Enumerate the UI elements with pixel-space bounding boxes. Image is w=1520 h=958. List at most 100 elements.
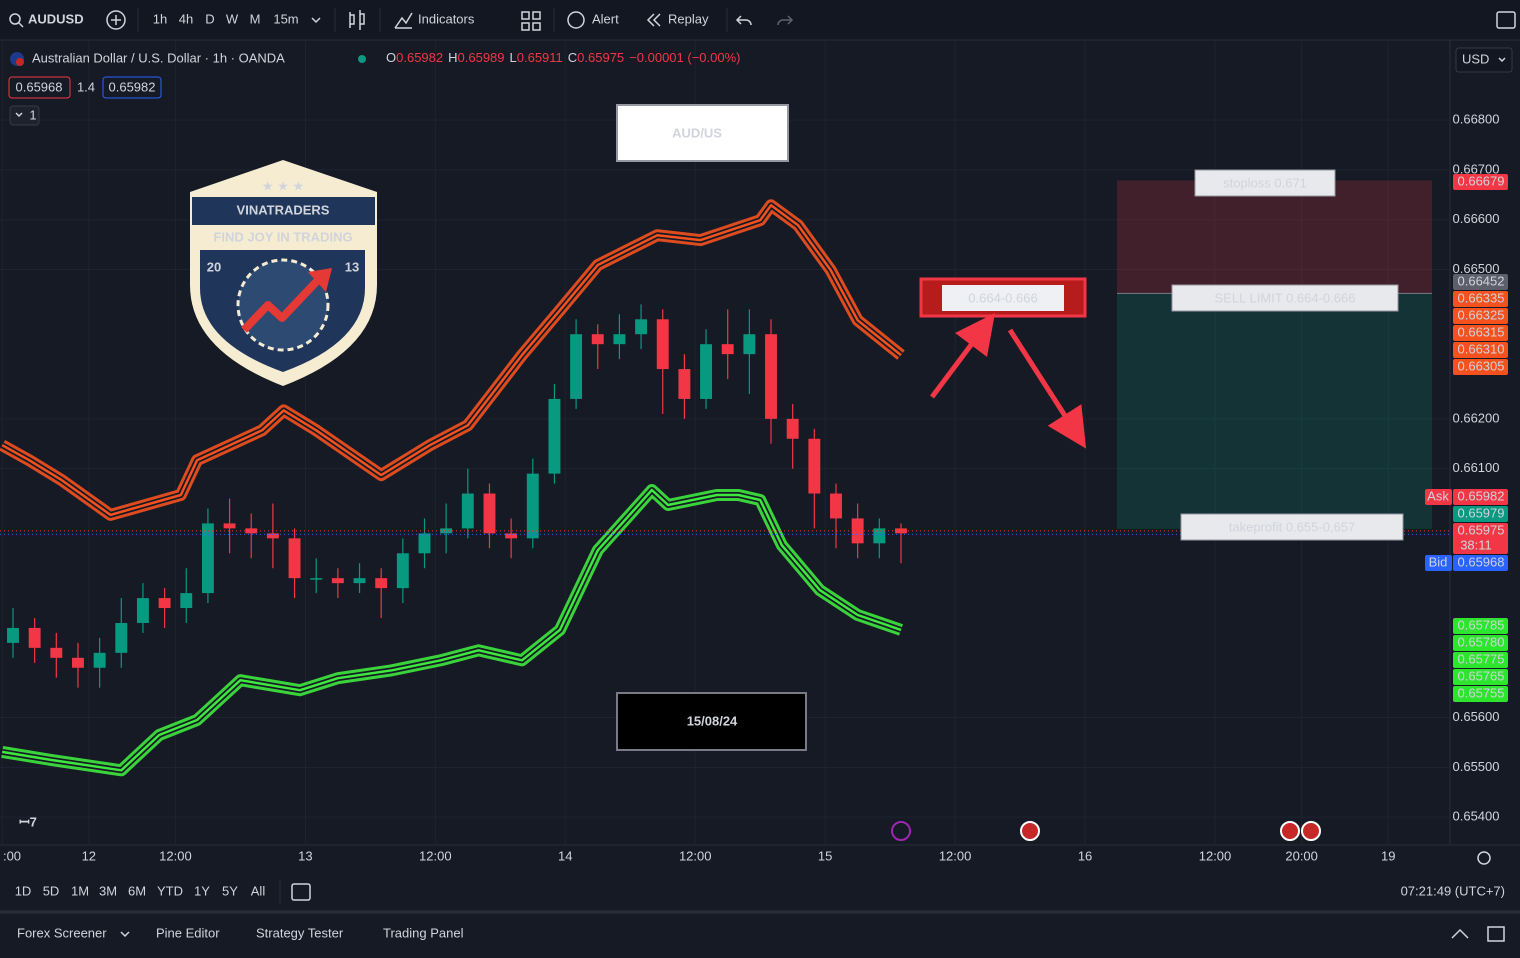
top-toolbar xyxy=(0,0,1520,40)
event-icon[interactable] xyxy=(1301,821,1321,841)
logo-name: VINATRADERS xyxy=(237,202,330,217)
tv-logo[interactable]: ꟷ7 xyxy=(19,814,37,829)
x-tick-label: :00 xyxy=(3,848,21,863)
zone-inner xyxy=(942,285,1064,311)
y-tick-label: 0.66500 xyxy=(1453,261,1500,276)
currency[interactable]: USD xyxy=(1462,51,1489,66)
footer-tab[interactable]: Strategy Tester xyxy=(256,925,344,940)
footer-tab[interactable]: Forex Screener xyxy=(17,925,107,940)
y-tick-label: 0.65400 xyxy=(1453,809,1500,824)
range-button[interactable]: 1Y xyxy=(194,883,210,898)
range-button[interactable]: 6M xyxy=(128,883,146,898)
range-button[interactable]: 1M xyxy=(71,883,89,898)
price-tag xyxy=(1453,635,1508,651)
chart-type[interactable] xyxy=(349,10,365,30)
price-tag xyxy=(1453,274,1508,290)
price-tag-label: 0.65968 xyxy=(1458,554,1505,569)
footer-tab[interactable]: Pine Editor xyxy=(156,925,220,940)
candle-body xyxy=(808,438,821,494)
intervals: 1h 4h D W M 15m xyxy=(153,11,299,26)
sell-box[interactable] xyxy=(8,76,71,99)
date-label: 15/08/24 xyxy=(687,713,738,728)
currency-box[interactable] xyxy=(1455,47,1513,73)
footer-tab[interactable]: Trading Panel xyxy=(383,925,464,940)
target-zone xyxy=(1117,293,1432,529)
undo[interactable] xyxy=(735,15,752,26)
replay-icon xyxy=(646,13,661,27)
price-tag xyxy=(1453,359,1508,375)
candle-body xyxy=(635,319,648,335)
footer-tabs: Forex Screener Pine Editor Strategy Tester… xyxy=(17,925,464,940)
search-icon[interactable] xyxy=(9,13,21,25)
range-button[interactable]: All xyxy=(251,883,266,898)
market-status xyxy=(358,55,366,63)
candle-body xyxy=(786,418,799,439)
candle-body xyxy=(115,622,128,653)
price-tag xyxy=(1453,618,1508,634)
candle-body xyxy=(310,578,323,580)
price-tag xyxy=(1453,325,1508,341)
event-icon[interactable] xyxy=(1280,821,1300,841)
range-button[interactable]: 5Y xyxy=(222,883,238,898)
layouts[interactable] xyxy=(521,11,541,31)
range-button[interactable]: YTD xyxy=(157,883,183,898)
interval[interactable]: 15m xyxy=(273,11,298,26)
indicators-button[interactable]: Indicators xyxy=(418,11,475,26)
replay-button[interactable]: Replay xyxy=(668,11,709,26)
x-tick-label: 12:00 xyxy=(1199,848,1232,863)
symbol[interactable]: AUDUSD xyxy=(28,11,84,26)
candle-body xyxy=(570,334,583,399)
ohlc-key: C xyxy=(568,50,577,65)
currency-menu xyxy=(1498,57,1506,63)
pair-box xyxy=(616,104,789,162)
axis-settings[interactable] xyxy=(1477,851,1491,865)
price-tag-label: 0.65775 xyxy=(1458,651,1505,666)
redo[interactable] xyxy=(777,15,794,26)
zone-label: 0.664-0.666 xyxy=(968,290,1037,305)
interval-menu[interactable] xyxy=(311,17,321,24)
arrow-up xyxy=(930,313,995,399)
price-tag-label: 0.65982 xyxy=(1458,488,1505,503)
symbol-flag xyxy=(16,58,24,66)
interval[interactable]: 4h xyxy=(179,11,193,26)
logo-slogan: FIND JOY IN TRADING xyxy=(213,229,352,244)
event-icon[interactable] xyxy=(891,821,911,841)
fullscreen[interactable] xyxy=(1496,11,1516,29)
sell-price[interactable]: 0.65968 xyxy=(16,79,63,94)
price-tag-label: 0.65785 xyxy=(1458,617,1505,632)
x-tick-label: 12:00 xyxy=(419,848,452,863)
price-tag-prefix-label: Ask xyxy=(1427,488,1449,503)
interval[interactable]: W xyxy=(226,11,239,26)
collapse-icon xyxy=(15,112,23,118)
buy-box[interactable] xyxy=(102,76,162,99)
interval[interactable]: 1h xyxy=(153,11,167,26)
ohlc-value: 0.65911 xyxy=(517,50,563,65)
range-button[interactable]: 3M xyxy=(99,883,117,898)
band-line xyxy=(1,204,902,517)
collapse-count[interactable]: 1 xyxy=(29,107,36,122)
interval[interactable]: D xyxy=(205,11,214,26)
maximize-panel[interactable] xyxy=(1487,926,1505,942)
add-symbol[interactable] xyxy=(106,10,126,30)
candle-body xyxy=(72,657,84,668)
candle-body xyxy=(331,578,344,584)
screener-menu[interactable] xyxy=(120,931,130,938)
x-tick-label: 12:00 xyxy=(939,848,972,863)
alert-button[interactable]: Alert xyxy=(592,11,619,26)
range-button[interactable]: 1D xyxy=(15,883,32,898)
interval[interactable]: M xyxy=(250,11,261,26)
collapse-box[interactable] xyxy=(9,105,40,126)
buy-price[interactable]: 0.65982 xyxy=(109,79,156,94)
event-icon[interactable] xyxy=(1020,821,1040,841)
price-tag-label: 0.65780 xyxy=(1458,634,1505,649)
candle-body xyxy=(505,533,518,539)
price-tag xyxy=(1453,555,1508,571)
candle-body xyxy=(266,533,279,539)
price-tag-prefix xyxy=(1425,555,1452,571)
range-button[interactable]: 5D xyxy=(43,883,60,898)
expand-panel[interactable] xyxy=(1451,928,1469,939)
logo-stars: ★ ★ ★ xyxy=(262,178,304,193)
price-tag-prefix xyxy=(1425,489,1452,505)
goto-date[interactable] xyxy=(291,883,311,901)
price-tag xyxy=(1453,489,1508,505)
